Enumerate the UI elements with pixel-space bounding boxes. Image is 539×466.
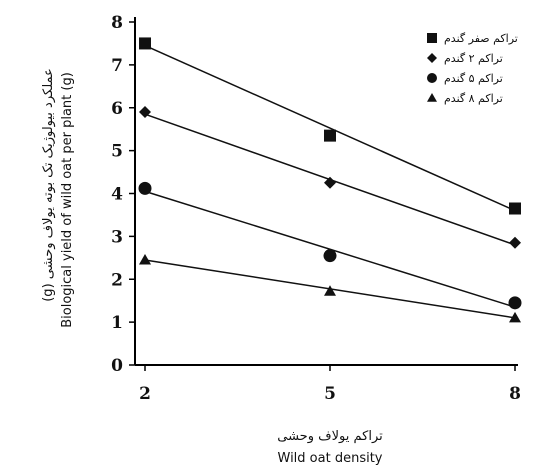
y-tick-label: 2 xyxy=(111,270,123,290)
legend-marker xyxy=(427,73,437,83)
legend-label: تراکم صفر گندم xyxy=(444,32,518,45)
y-tick-label: 0 xyxy=(111,356,123,376)
data-point-series-3 xyxy=(323,249,337,263)
x-tick-label: 8 xyxy=(509,384,521,404)
y-tick-label: 6 xyxy=(111,99,123,119)
data-point-series-4 xyxy=(509,311,521,323)
y-axis-title-persian: عملکرد بیولوژیک تک بوته یولاف وحشی (g) xyxy=(41,68,56,302)
y-tick-label: 1 xyxy=(111,313,123,333)
legend-label: تراکم ۵ گندم xyxy=(444,72,503,85)
legend-marker xyxy=(427,93,437,102)
y-tick-label: 3 xyxy=(111,227,123,247)
legend-marker xyxy=(427,33,437,43)
y-tick-label: 4 xyxy=(111,185,123,205)
data-point-series-1 xyxy=(324,129,336,142)
data-point-series-2 xyxy=(324,176,336,189)
legend-label: تراکم ۸ گندم xyxy=(444,92,503,105)
axes xyxy=(134,17,518,366)
y-tick-label: 8 xyxy=(111,13,123,33)
y-axis-title-english: Biological yield of wild oat per plant (… xyxy=(60,72,75,328)
data-point-series-4 xyxy=(139,253,151,265)
legend-label: تراکم ۲ گندم xyxy=(444,52,503,65)
x-tick-label: 5 xyxy=(324,384,336,404)
x-axis-title-persian: تراکم یولاف وحشی xyxy=(277,429,383,444)
data-point-series-2 xyxy=(509,236,521,249)
data-point-series-3 xyxy=(138,181,152,195)
data-point-series-2 xyxy=(139,106,151,119)
legend: تراکم صفر گندم تراکم ۲ گندم تراکم ۵ گندم تر… xyxy=(427,32,518,105)
x-axis-title-english: Wild oat density xyxy=(278,451,383,466)
ticks: 0 1 2 3 4 5 6 7 8 2 5 8 xyxy=(111,13,521,404)
y-tick-label: 7 xyxy=(111,56,123,76)
data-point-series-1 xyxy=(509,202,521,215)
x-tick-label: 2 xyxy=(139,384,151,404)
legend-marker xyxy=(427,53,437,63)
data-point-series-4 xyxy=(324,285,336,296)
data-point-series-1 xyxy=(139,37,151,50)
data-markers xyxy=(138,37,522,323)
fit-line-series-1 xyxy=(144,44,516,212)
y-tick-label: 5 xyxy=(111,142,123,162)
data-point-series-3 xyxy=(508,296,522,310)
